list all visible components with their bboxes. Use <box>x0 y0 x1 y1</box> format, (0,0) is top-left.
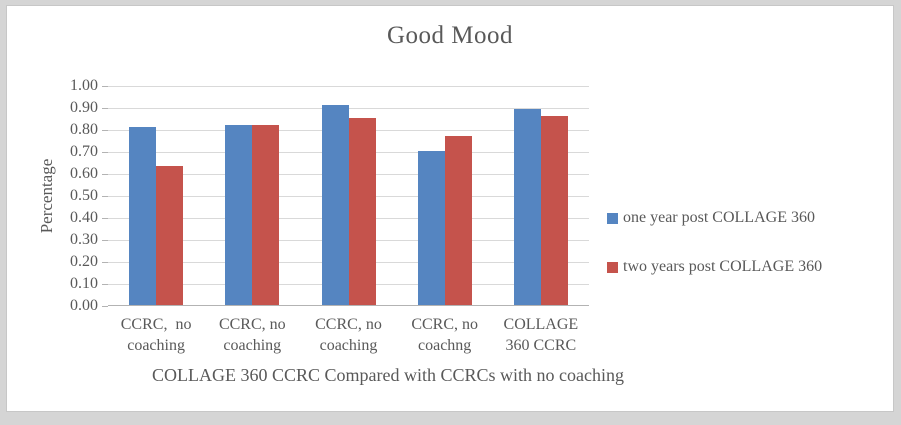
chart-canvas: Good Mood Percentage 1.00 0.90 0.80 0.70 0.6… <box>6 5 894 412</box>
x-axis-title: COLLAGE 360 CCRC Compared with CCRCs wit… <box>152 365 624 385</box>
y-tick-label: 0.90 <box>70 99 98 116</box>
x-tick-label: CCRC, no coachng <box>411 316 482 354</box>
y-axis-tick-mark <box>102 240 108 241</box>
y-tick-label: 0.00 <box>70 297 98 314</box>
legend-label: one year post COLLAGE 360 <box>623 209 815 226</box>
legend: one year post COLLAGE 360 two years post … <box>607 209 822 307</box>
y-tick-label: 1.00 <box>70 77 98 94</box>
legend-swatch-icon <box>607 212 618 224</box>
y-tick-label: 0.10 <box>70 275 98 292</box>
x-tick-label: CCRC, no coaching <box>315 316 386 354</box>
x-tick-label: COLLAGE 360 CCRC <box>503 316 583 354</box>
chart-title: Good Mood <box>386 22 514 49</box>
y-axis-tick-mark <box>102 284 108 285</box>
bar-series2-cat3 <box>348 118 376 305</box>
y-axis-tick-mark <box>102 130 108 131</box>
y-axis-tick-labels: 1.00 0.90 0.80 0.70 0.60 0.50 0.40 0.30 0.20 0.10… <box>7 77 102 314</box>
bar-series1-cat5 <box>513 109 541 305</box>
x-tick-label: CCRC, no coaching <box>120 316 196 354</box>
y-axis-tick-mark <box>102 218 108 219</box>
y-tick-label: 0.60 <box>70 165 98 182</box>
x-axis-tick-labels: CCRC, no coaching CCRC, no coaching CCRC, … <box>108 314 589 356</box>
y-tick-label: 0.50 <box>70 187 98 204</box>
y-tick-label: 0.40 <box>70 209 98 226</box>
bar-series1-cat3 <box>321 105 349 305</box>
legend-item: two years post COLLAGE 360 <box>607 258 822 276</box>
bar-series2-cat5 <box>540 116 568 305</box>
legend-swatch-icon <box>607 261 618 273</box>
y-tick-label: 0.20 <box>70 253 98 270</box>
y-tick-label: 0.70 <box>70 143 98 160</box>
bar-series1-cat1 <box>129 127 157 305</box>
legend-label: two years post COLLAGE 360 <box>623 258 823 275</box>
y-axis-tick-mark <box>102 262 108 263</box>
bar-series2-cat1 <box>156 166 184 305</box>
y-tick-label: 0.80 <box>70 121 98 138</box>
gridline <box>108 86 589 87</box>
x-tick-label: CCRC, no coaching <box>218 316 290 354</box>
bar-series1-cat2 <box>225 125 253 305</box>
y-axis-tick-mark <box>102 174 108 175</box>
y-tick-label: 0.30 <box>70 231 98 248</box>
bar-series2-cat2 <box>252 125 280 305</box>
y-axis-tick-mark <box>102 152 108 153</box>
y-axis-tick-mark <box>102 196 108 197</box>
bar-series2-cat4 <box>444 136 472 305</box>
legend-item: one year post COLLAGE 360 <box>607 209 822 227</box>
y-axis-tick-mark <box>102 306 108 307</box>
gridline <box>108 108 589 109</box>
y-axis-tick-mark <box>102 86 108 87</box>
bar-series1-cat4 <box>417 151 445 305</box>
y-axis-tick-mark <box>102 108 108 109</box>
plot-area <box>102 86 589 307</box>
